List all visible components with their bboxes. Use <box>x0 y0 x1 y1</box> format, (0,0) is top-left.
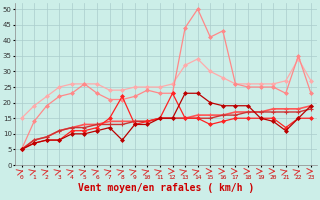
X-axis label: Vent moyen/en rafales ( km/h ): Vent moyen/en rafales ( km/h ) <box>78 183 254 193</box>
